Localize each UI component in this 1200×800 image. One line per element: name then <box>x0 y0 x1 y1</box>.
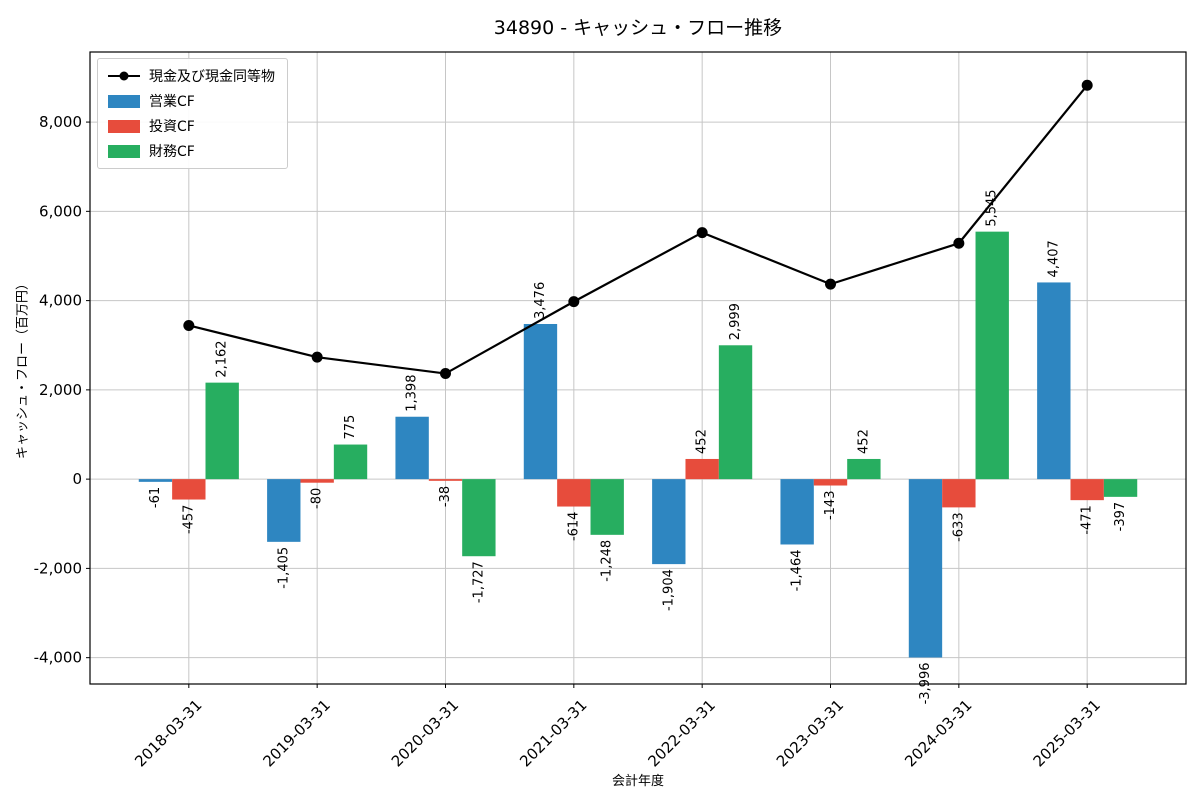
svg-text:2019-03-31: 2019-03-31 <box>260 696 334 770</box>
legend-item-cash-line: 現金及び現金同等物 <box>108 66 275 86</box>
investing-cf-swatch-icon <box>108 119 140 133</box>
svg-text:2,162: 2,162 <box>215 340 230 377</box>
svg-text:2,000: 2,000 <box>39 381 82 399</box>
svg-text:-2,000: -2,000 <box>34 559 82 577</box>
svg-text:2025-03-31: 2025-03-31 <box>1030 696 1104 770</box>
line-marker-sample-icon <box>108 71 140 81</box>
financing-cf-swatch-icon <box>108 144 140 158</box>
chart-title: 34890 - キャッシュ・フロー推移 <box>493 17 783 39</box>
svg-text:4,407: 4,407 <box>1046 240 1061 277</box>
svg-text:-38: -38 <box>438 486 453 507</box>
legend-label: 現金及び現金同等物 <box>149 69 275 85</box>
svg-text:0: 0 <box>72 470 82 488</box>
legend-item-operating-cf: 営業CF <box>108 91 275 111</box>
svg-text:8,000: 8,000 <box>39 113 82 131</box>
svg-text:-614: -614 <box>566 512 581 542</box>
svg-text:-457: -457 <box>181 505 196 535</box>
svg-text:-80: -80 <box>310 488 325 509</box>
svg-text:452: 452 <box>856 429 871 454</box>
svg-text:-1,248: -1,248 <box>600 540 615 582</box>
svg-text:775: 775 <box>343 415 358 440</box>
legend-label: 営業CF <box>149 94 195 110</box>
legend: 現金及び現金同等物 営業CF 投資CF 財務CF <box>97 58 288 169</box>
svg-text:452: 452 <box>695 429 710 454</box>
svg-text:3,476: 3,476 <box>533 282 548 319</box>
svg-text:-471: -471 <box>1080 505 1095 535</box>
svg-text:2020-03-31: 2020-03-31 <box>388 696 462 770</box>
svg-text:2018-03-31: 2018-03-31 <box>131 696 205 770</box>
svg-text:2023-03-31: 2023-03-31 <box>773 696 847 770</box>
svg-text:-1,904: -1,904 <box>661 569 676 611</box>
svg-text:1,398: 1,398 <box>405 375 420 412</box>
svg-text:-397: -397 <box>1113 502 1128 532</box>
svg-text:2022-03-31: 2022-03-31 <box>645 696 719 770</box>
svg-text:6,000: 6,000 <box>39 202 82 220</box>
legend-label: 投資CF <box>149 119 195 135</box>
svg-text:2,999: 2,999 <box>728 303 743 340</box>
svg-text:-61: -61 <box>148 487 163 508</box>
svg-text:-1,464: -1,464 <box>790 549 805 591</box>
legend-item-investing-cf: 投資CF <box>108 116 275 136</box>
legend-label: 財務CF <box>149 144 195 160</box>
svg-text:-1,405: -1,405 <box>276 547 291 589</box>
legend-item-financing-cf: 財務CF <box>108 141 275 161</box>
svg-text:4,000: 4,000 <box>39 292 82 310</box>
operating-cf-swatch-icon <box>108 94 140 108</box>
svg-text:2021-03-31: 2021-03-31 <box>516 696 590 770</box>
svg-text:2024-03-31: 2024-03-31 <box>901 696 975 770</box>
svg-text:-143: -143 <box>823 491 838 521</box>
svg-text:-633: -633 <box>951 512 966 542</box>
x-axis-label: 会計年度 <box>611 774 664 789</box>
svg-text:-4,000: -4,000 <box>34 649 82 667</box>
svg-text:-1,727: -1,727 <box>471 561 486 603</box>
